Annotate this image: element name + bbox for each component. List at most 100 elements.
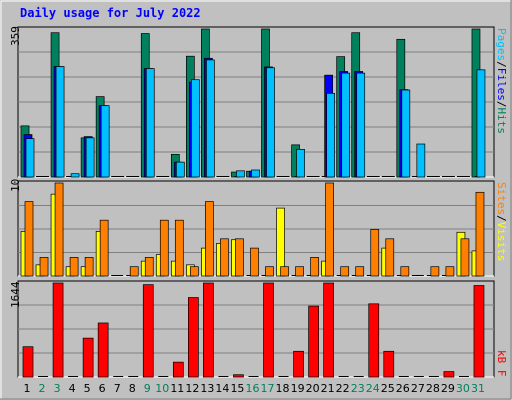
bar-pages	[341, 72, 351, 178]
bar-kbytes	[263, 282, 274, 378]
bar-sites	[280, 266, 289, 277]
x-tick-label: 9	[143, 382, 151, 395]
bar-pages	[131, 176, 140, 177]
bar-sites	[84, 257, 94, 277]
bar-pages	[221, 176, 230, 177]
bar-pages	[100, 105, 110, 178]
bar-sites	[99, 219, 109, 277]
x-tick-label: 31	[470, 382, 485, 395]
right-axis-label: Pages/Files/Hits	[495, 28, 508, 134]
bar-sites	[340, 266, 350, 277]
bar-pages	[281, 176, 290, 177]
bar-kbytes	[368, 303, 380, 378]
x-tick-label: 23	[350, 382, 365, 395]
right-axis-label: Sites/Visits	[495, 182, 508, 262]
bar-sites	[265, 266, 274, 277]
bar-sites	[445, 266, 455, 277]
bar-sites	[190, 266, 199, 277]
x-tick-label: 15	[230, 382, 245, 395]
bar-sites	[159, 219, 169, 277]
x-tick-label: 27	[410, 382, 425, 395]
bar-kbytes	[142, 284, 154, 378]
y-max-label: 359	[9, 26, 22, 46]
x-tick-label: 4	[68, 382, 76, 395]
bar-kbytes	[97, 322, 109, 378]
x-tick-label: 3	[53, 382, 61, 395]
bar-pages	[116, 176, 125, 177]
x-tick-label: 11	[170, 382, 185, 395]
x-tick-label: 6	[98, 382, 106, 395]
bar-pages	[386, 176, 395, 177]
bar-sites	[325, 182, 334, 277]
x-tick-label: 30	[455, 382, 470, 395]
bar-pages	[206, 59, 215, 178]
bar-kbytes	[293, 350, 304, 378]
right-axis-label-part: kB F	[495, 350, 508, 377]
bar-kbytes	[428, 376, 439, 377]
bar-sites	[129, 266, 139, 277]
bar-pages	[296, 149, 305, 178]
bar-sites	[220, 238, 229, 277]
bar-sites	[39, 257, 49, 277]
x-tick-label: 16	[245, 382, 260, 395]
x-tick-label: 28	[425, 382, 440, 395]
right-axis-label-part: /	[495, 215, 508, 222]
x-tick-label: 29	[440, 382, 455, 395]
bar-pages	[251, 169, 260, 178]
bar-pages	[266, 67, 275, 178]
bar-kbytes	[443, 371, 455, 378]
bar-pages	[431, 176, 440, 177]
bar-sites	[205, 201, 214, 277]
bar-pages	[70, 173, 80, 178]
bar-kbytes	[473, 285, 485, 378]
bar-kbytes	[458, 376, 469, 377]
bar-pages	[356, 72, 366, 178]
bar-pages	[25, 138, 35, 178]
bar-pages	[191, 79, 200, 178]
x-tick-label: 2	[38, 382, 46, 395]
bar-sites	[310, 257, 319, 277]
bar-sites	[370, 229, 380, 277]
bar-pages	[446, 176, 455, 177]
x-tick-label: 10	[155, 382, 170, 395]
bar-pages	[175, 161, 185, 178]
bar-kbytes	[52, 282, 64, 378]
x-tick-label: 24	[365, 382, 380, 395]
bar-kbytes	[82, 337, 94, 378]
x-tick-label: 19	[290, 382, 305, 395]
bar-pages	[55, 66, 65, 178]
bar-pages	[85, 137, 95, 178]
bar-kbytes	[203, 282, 214, 378]
bar-pages	[326, 92, 335, 178]
bar-kbytes	[323, 282, 334, 378]
bar-kbytes	[113, 376, 124, 377]
x-tick-label: 7	[113, 382, 121, 395]
x-tick-label: 13	[200, 382, 215, 395]
bar-kbytes	[68, 376, 79, 377]
bar-kbytes	[22, 346, 34, 378]
bar-sites	[115, 275, 124, 276]
bar-sites	[24, 201, 34, 277]
x-tick-label: 17	[260, 382, 275, 395]
right-axis-label-part: Sites	[495, 182, 508, 216]
bar-visits	[276, 207, 285, 277]
bar-sites	[355, 266, 365, 277]
bar-pages	[236, 170, 245, 178]
y-max-label: 10	[9, 178, 22, 192]
right-axis-label-part: Hits	[495, 107, 508, 135]
bar-pages	[41, 176, 50, 177]
bar-sites	[54, 182, 64, 277]
bar-kbytes	[38, 376, 49, 377]
bar-kbytes	[308, 305, 319, 378]
bar-sites	[295, 266, 304, 277]
bar-kbytes	[188, 297, 199, 378]
x-tick-label: 18	[275, 382, 290, 395]
bar-kbytes	[338, 376, 349, 377]
bar-pages	[371, 176, 380, 177]
bar-kbytes	[353, 376, 364, 377]
bar-pages	[145, 68, 155, 178]
bar-pages	[416, 143, 426, 178]
x-tick-label: 1	[23, 382, 31, 395]
chart-title: Daily usage for July 2022	[20, 6, 201, 20]
